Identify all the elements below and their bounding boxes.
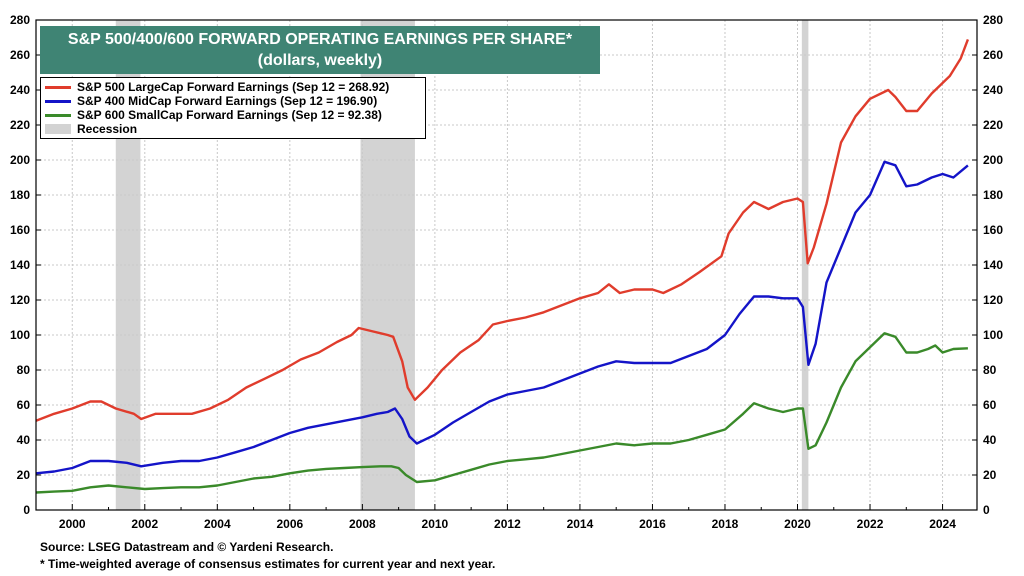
legend: S&P 500 LargeCap Forward Earnings (Sep 1… bbox=[40, 77, 426, 139]
legend-item-sp400: S&P 400 MidCap Forward Earnings (Sep 12 … bbox=[45, 94, 421, 108]
y-tick-label-right: 80 bbox=[983, 363, 997, 377]
y-tick-label-left: 140 bbox=[10, 258, 30, 272]
y-tick-label-left: 240 bbox=[10, 83, 30, 97]
y-tick-label-right: 20 bbox=[983, 468, 997, 482]
legend-label-sp500: S&P 500 LargeCap Forward Earnings (Sep 1… bbox=[77, 80, 390, 94]
series-lines bbox=[35, 38, 970, 494]
x-tick-label: 2000 bbox=[59, 517, 86, 531]
x-tick-label: 2024 bbox=[929, 517, 956, 531]
legend-item-sp600: S&P 600 SmallCap Forward Earnings (Sep 1… bbox=[45, 108, 421, 122]
y-tick-label-right: 140 bbox=[983, 258, 1003, 272]
y-tick-label-left: 20 bbox=[17, 468, 31, 482]
source-note: Source: LSEG Datastream and © Yardeni Re… bbox=[40, 540, 334, 554]
series-line bbox=[35, 38, 970, 422]
x-tick-label: 2006 bbox=[276, 517, 303, 531]
legend-item-recession: Recession bbox=[45, 122, 421, 136]
y-tick-label-right: 100 bbox=[983, 328, 1003, 342]
x-tick-label: 2020 bbox=[784, 517, 811, 531]
y-tick-label-left: 260 bbox=[10, 48, 30, 62]
x-tick-label: 2012 bbox=[494, 517, 521, 531]
legend-label-recession: Recession bbox=[77, 122, 138, 136]
x-tick-label: 2018 bbox=[712, 517, 739, 531]
y-tick-label-right: 160 bbox=[983, 223, 1003, 237]
series-line bbox=[35, 332, 968, 494]
y-tick-label-left: 80 bbox=[17, 363, 31, 377]
y-tick-label-right: 200 bbox=[983, 153, 1003, 167]
legend-label-sp600: S&P 600 SmallCap Forward Earnings (Sep 1… bbox=[77, 108, 382, 122]
x-tick-label: 2014 bbox=[567, 517, 594, 531]
y-tick-label-right: 280 bbox=[983, 13, 1003, 27]
y-tick-label-left: 120 bbox=[10, 293, 30, 307]
y-tick-label-left: 60 bbox=[17, 398, 31, 412]
y-tick-label-right: 180 bbox=[983, 188, 1003, 202]
x-tick-label: 2022 bbox=[857, 517, 884, 531]
chart-title: S&P 500/400/600 FORWARD OPERATING EARNIN… bbox=[40, 26, 600, 74]
legend-item-sp500: S&P 500 LargeCap Forward Earnings (Sep 1… bbox=[45, 80, 421, 94]
legend-swatch-sp400 bbox=[45, 99, 71, 103]
x-tick-label: 2016 bbox=[639, 517, 666, 531]
y-tick-label-left: 200 bbox=[10, 153, 30, 167]
y-tick-label-left: 220 bbox=[10, 118, 30, 132]
y-tick-label-left: 160 bbox=[10, 223, 30, 237]
legend-swatch-sp500 bbox=[45, 85, 71, 89]
y-tick-label-left: 280 bbox=[10, 13, 30, 27]
y-tick-label-right: 40 bbox=[983, 433, 997, 447]
x-tick-label: 2010 bbox=[422, 517, 449, 531]
y-tick-label-left: 40 bbox=[17, 433, 31, 447]
y-tick-label-right: 0 bbox=[983, 503, 990, 517]
y-tick-label-right: 240 bbox=[983, 83, 1003, 97]
x-tick-label: 2002 bbox=[131, 517, 158, 531]
y-tick-label-left: 180 bbox=[10, 188, 30, 202]
y-tick-label-right: 220 bbox=[983, 118, 1003, 132]
legend-label-sp400: S&P 400 MidCap Forward Earnings (Sep 12 … bbox=[77, 94, 378, 108]
chart-title-line2: (dollars, weekly) bbox=[257, 52, 383, 69]
x-tick-label: 2008 bbox=[349, 517, 376, 531]
y-tick-label-left: 100 bbox=[10, 328, 30, 342]
legend-swatch-recession bbox=[45, 124, 71, 134]
series-line bbox=[35, 160, 969, 475]
y-tick-label-right: 260 bbox=[983, 48, 1003, 62]
footnote: * Time-weighted average of consensus est… bbox=[40, 557, 496, 571]
x-tick-label: 2004 bbox=[204, 517, 231, 531]
chart-title-line1: S&P 500/400/600 FORWARD OPERATING EARNIN… bbox=[67, 31, 573, 48]
y-tick-label-right: 120 bbox=[983, 293, 1003, 307]
y-tick-label-left: 0 bbox=[23, 503, 30, 517]
y-tick-label-right: 60 bbox=[983, 398, 997, 412]
legend-swatch-sp600 bbox=[45, 113, 71, 117]
